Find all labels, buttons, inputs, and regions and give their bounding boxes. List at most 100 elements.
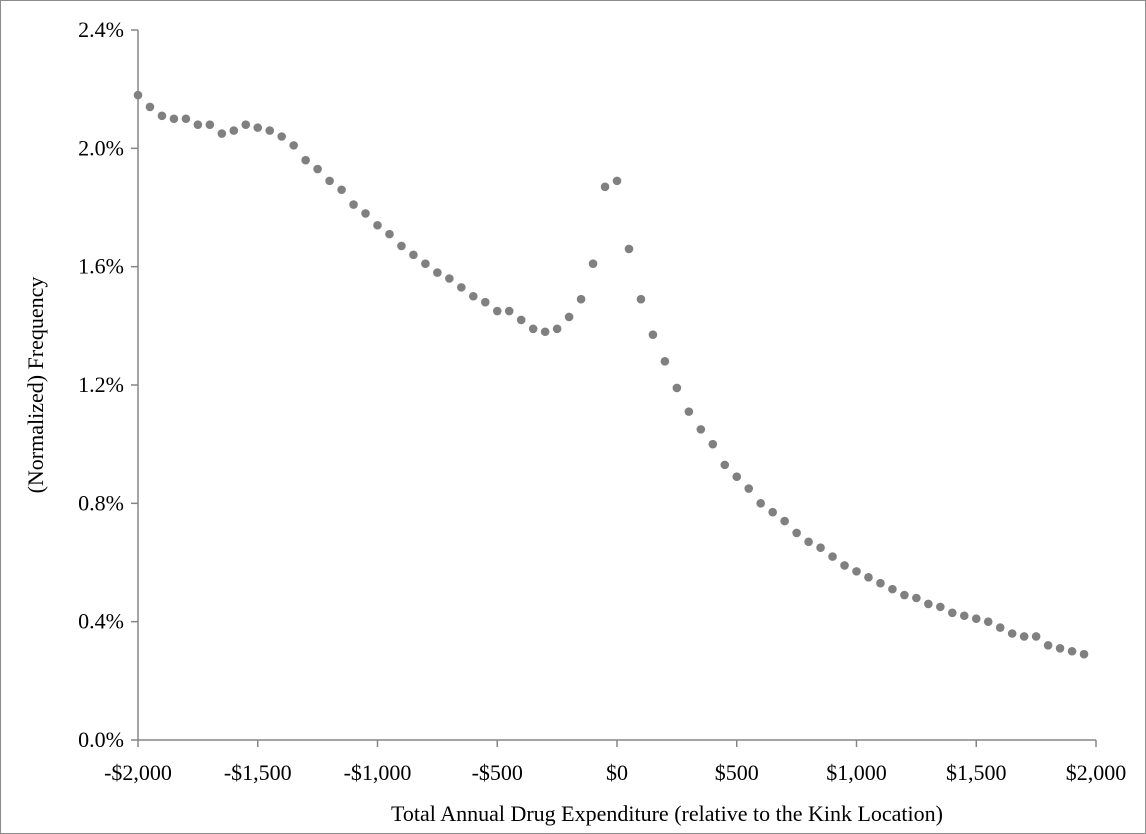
data-point: [840, 561, 849, 570]
data-point: [1079, 649, 1089, 659]
data-point: [636, 294, 646, 304]
data-point: [265, 126, 275, 135]
data-point: [612, 176, 622, 186]
data-points: [133, 90, 1089, 659]
y-tick-label: 0.0%: [78, 727, 124, 752]
x-tick-label: -$1,500: [224, 760, 292, 785]
x-tick-label: $1,000: [826, 760, 887, 785]
data-point: [828, 552, 837, 561]
y-tick-label: 1.6%: [78, 254, 124, 279]
data-point: [421, 259, 430, 269]
data-point: [217, 129, 227, 138]
x-tick-label: -$1,000: [344, 760, 412, 785]
data-point: [469, 291, 478, 301]
data-point: [888, 584, 897, 594]
data-point: [241, 120, 251, 129]
data-point: [672, 383, 682, 393]
data-point: [576, 294, 586, 304]
data-point: [409, 250, 418, 260]
data-point: [1043, 641, 1053, 650]
data-point: [600, 182, 610, 192]
x-axis-title: Total Annual Drug Expenditure (relative …: [391, 801, 943, 826]
data-point: [660, 357, 670, 366]
x-tick-label: -$2,000: [104, 760, 172, 785]
data-point: [313, 164, 322, 174]
x-axis-ticks: -$2,000 -$1,500 -$1,000 -$500 $0 $500 $1,000 $1…: [104, 740, 1126, 785]
data-point: [301, 155, 310, 165]
data-point: [528, 324, 538, 334]
data-point: [457, 283, 466, 292]
data-point: [732, 472, 742, 482]
data-point: [325, 176, 334, 186]
data-point: [876, 578, 885, 588]
data-point: [337, 185, 346, 195]
data-point: [397, 241, 406, 251]
y-tick-label: 0.8%: [78, 490, 124, 515]
data-point: [145, 102, 155, 112]
data-point: [936, 602, 945, 612]
data-point: [648, 330, 658, 340]
data-point: [816, 543, 825, 553]
data-point: [492, 306, 502, 316]
y-tick-label: 2.4%: [78, 17, 124, 42]
data-point: [756, 499, 765, 508]
data-point: [720, 460, 730, 470]
data-point: [852, 567, 861, 576]
data-point: [792, 528, 801, 538]
x-tick-label: $2,000: [1066, 760, 1127, 785]
data-point: [552, 324, 562, 334]
data-point: [433, 268, 442, 277]
data-point: [181, 114, 191, 124]
data-point: [971, 614, 981, 624]
data-point: [289, 141, 298, 150]
data-point: [924, 599, 933, 609]
data-point: [744, 484, 754, 493]
data-point: [133, 90, 143, 100]
data-point: [229, 126, 239, 135]
data-point: [1067, 646, 1077, 656]
data-point: [157, 111, 167, 121]
data-point: [1031, 632, 1041, 641]
y-tick-label: 2.0%: [78, 135, 124, 160]
data-point: [959, 611, 969, 621]
data-point: [564, 312, 574, 322]
data-point: [445, 274, 454, 283]
data-point: [983, 617, 993, 626]
data-point: [253, 123, 263, 132]
y-tick-label: 1.2%: [78, 372, 124, 397]
data-point: [1007, 629, 1017, 638]
x-tick-label: $500: [715, 760, 759, 785]
data-point: [361, 209, 370, 218]
data-point: [912, 593, 921, 603]
data-point: [696, 425, 706, 434]
data-point: [349, 200, 358, 209]
data-point: [995, 623, 1005, 632]
data-point: [708, 439, 718, 449]
x-tick-label: -$500: [472, 760, 523, 785]
data-point: [1019, 632, 1029, 641]
data-point: [385, 229, 394, 239]
data-point: [768, 507, 777, 517]
data-point: [480, 297, 490, 307]
data-point: [205, 120, 215, 129]
data-point: [516, 315, 526, 325]
data-point: [804, 537, 813, 547]
data-point: [169, 114, 179, 124]
data-point: [780, 516, 789, 526]
data-point: [588, 259, 598, 269]
y-axis-title: (Normalized) Frequency: [23, 277, 48, 494]
data-point: [504, 306, 514, 316]
data-point: [864, 572, 873, 582]
x-tick-label: $1,500: [946, 760, 1007, 785]
x-tick-label: $0: [606, 760, 628, 785]
data-point: [193, 120, 203, 129]
y-tick-label: 0.4%: [78, 609, 124, 634]
data-point: [540, 327, 550, 337]
data-point: [373, 220, 382, 230]
data-point: [624, 244, 634, 254]
data-point: [277, 132, 287, 141]
y-axis-ticks: 0.0% 0.4% 0.8% 1.2% 1.6% 2.0% 2.4%: [78, 17, 138, 752]
data-point: [1055, 643, 1065, 653]
